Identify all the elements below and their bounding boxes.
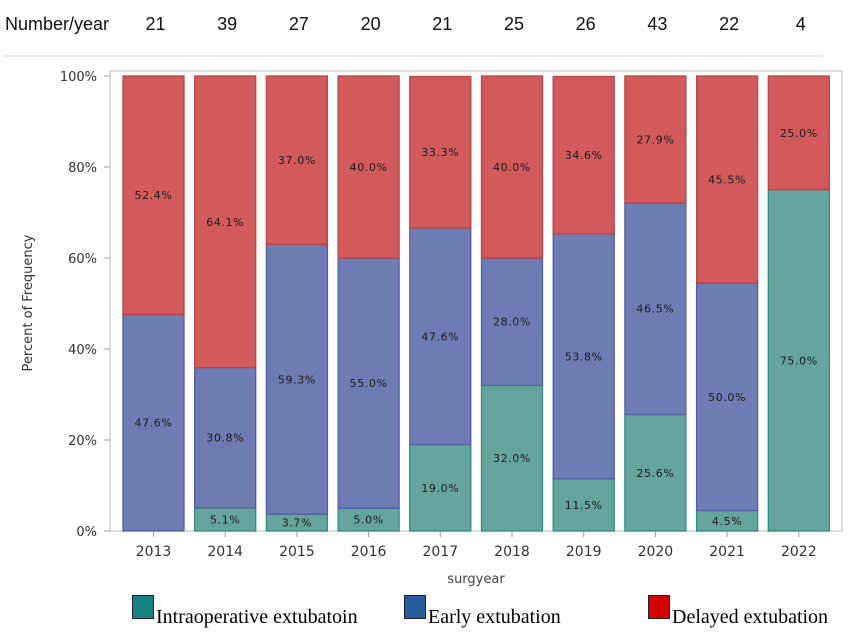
legend-label: Early extubation (428, 606, 561, 628)
data-label: 25.0% (780, 127, 818, 140)
data-label: 5.1% (210, 513, 240, 526)
data-label: 45.5% (708, 174, 746, 187)
bar-segment-delayed-extubation (265, 75, 329, 246)
bar-segment-early-extubation (265, 243, 329, 515)
x-tick-label: 2021 (709, 544, 745, 560)
y-tick-label: 60% (68, 252, 97, 267)
legend-item: Delayed extubation (648, 595, 828, 627)
data-label: 53.8% (565, 350, 603, 363)
legend-swatch (132, 595, 154, 619)
data-label: 33.3% (421, 146, 459, 159)
bar-segment-early-extubation (194, 367, 257, 509)
bar-segment-early-extubation (480, 257, 544, 387)
data-label: 27.9% (636, 133, 674, 146)
data-label: 52.4% (135, 189, 173, 202)
bar-segment-delayed-extubation (624, 75, 687, 204)
count-value: 25 (503, 14, 525, 34)
plot-border (109, 70, 843, 532)
count-value: 21 (145, 14, 166, 34)
count-value: 27 (288, 14, 309, 34)
data-label: 75.0% (780, 354, 818, 367)
bar-segment-delayed-extubation (767, 75, 830, 191)
counts-row: Number/year 21 39 27 20 21 25 26 43 22 4 (0, 0, 862, 57)
data-label: 40.0% (493, 161, 531, 174)
data-label: 46.5% (636, 303, 674, 316)
x-tick-label: 2018 (494, 544, 530, 560)
bar-segment-early-extubation (337, 257, 400, 509)
bar-segment-delayed-extubation (194, 75, 257, 369)
bar-segment-delayed-extubation (122, 75, 185, 316)
data-label: 32.0% (493, 452, 531, 465)
data-label: 5.0% (353, 514, 383, 527)
legend-label: Delayed extubation (672, 606, 829, 628)
bars (122, 75, 830, 532)
legend-label: Intraoperative extubatoin (156, 606, 358, 628)
data-label: 30.8% (206, 432, 244, 445)
y-axis: 0% 20% 40% 60% 80% 100% (60, 70, 110, 540)
legend-swatch (404, 595, 426, 619)
y-tick-label: 20% (68, 434, 97, 449)
data-label: 4.5% (712, 515, 742, 528)
bar-segment-early-extubation (409, 227, 472, 446)
data-label: 47.6% (421, 330, 459, 343)
y-tick-label: 40% (68, 343, 97, 358)
legend-item: Intraoperative extubatoin (132, 595, 358, 627)
data-label: 28.0% (493, 316, 531, 329)
bar-labels: 47.6% 52.4% 5.1% 30.8% 64.1% 3.7% 59.3% 37.0% 5.… (135, 127, 818, 530)
data-label: 50.0% (708, 391, 746, 404)
y-axis-title: Percent of Frequency (21, 234, 36, 371)
x-tick-label: 2017 (422, 544, 458, 560)
bar-segment-delayed-extubation (480, 75, 544, 259)
bar-segment-intraoperative-extubatoin (624, 413, 687, 532)
y-tick-label: 80% (68, 161, 97, 176)
x-axis: 2013 2014 2015 2016 2017 2018 2019 2020 2021 2022 (136, 531, 817, 560)
x-tick-label: 2019 (566, 544, 602, 560)
count-value: 22 (719, 14, 740, 34)
x-tick-label: 2014 (207, 544, 243, 560)
data-label: 40.0% (350, 161, 388, 174)
x-tick-label: 2013 (136, 544, 172, 560)
plot-frame (109, 70, 843, 532)
x-axis-title: surgyear (447, 572, 505, 587)
counts-row-divider (3, 55, 823, 57)
data-label: 11.5% (565, 499, 603, 512)
data-label: 37.0% (278, 154, 316, 167)
data-label: 47.6% (135, 417, 173, 430)
legend-item: Early extubation (404, 595, 561, 627)
data-label: 59.3% (278, 373, 316, 386)
y-tick-label: 100% (60, 70, 97, 85)
data-label: 3.7% (282, 517, 312, 530)
bar-segment-delayed-extubation (409, 75, 472, 229)
count-value: 26 (575, 14, 596, 34)
bar-segment-intraoperative-extubatoin (767, 189, 830, 532)
legend-swatch (648, 595, 670, 619)
count-value: 43 (647, 14, 668, 34)
bar-segment-delayed-extubation (552, 75, 615, 235)
data-label: 34.6% (565, 149, 603, 162)
data-label: 55.0% (350, 377, 388, 390)
data-label: 19.0% (421, 482, 459, 495)
x-tick-label: 2020 (638, 544, 674, 560)
bar-segment-early-extubation (695, 282, 759, 512)
count-value: 4 (795, 14, 806, 34)
x-tick-label: 2016 (351, 544, 387, 560)
count-value: 39 (217, 14, 238, 34)
bar-segment-delayed-extubation (695, 75, 759, 284)
count-value: 20 (360, 14, 381, 34)
count-value: 21 (432, 14, 453, 34)
data-label: 64.1% (206, 216, 244, 229)
data-label: 25.6% (636, 467, 674, 480)
x-tick-label: 2015 (279, 544, 315, 560)
bar-segment-delayed-extubation (337, 75, 400, 259)
bar-segment-early-extubation (624, 202, 687, 416)
bar-segment-early-extubation (552, 233, 615, 480)
counts-row-label: Number/year (5, 14, 110, 34)
y-tick-label: 0% (76, 525, 97, 540)
x-tick-label: 2022 (781, 544, 817, 560)
bar-segment-intraoperative-extubatoin (480, 384, 544, 532)
